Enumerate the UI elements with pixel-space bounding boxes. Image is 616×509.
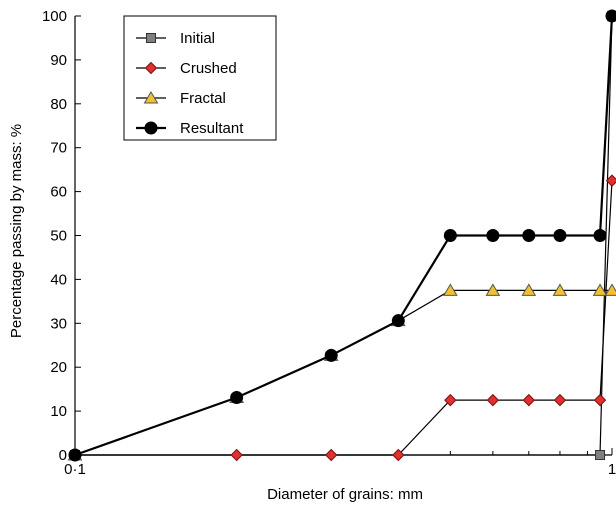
y-tick-label: 40 [50, 271, 67, 288]
data-point [522, 229, 536, 242]
data-point [442, 283, 458, 296]
series-crushed [68, 174, 616, 462]
data-point [230, 390, 244, 404]
y-tick-label: 50 [50, 228, 67, 245]
data-point [324, 348, 338, 362]
series-resultant [68, 9, 616, 462]
x-axis-label: Diameter of grains: mm [267, 486, 423, 503]
data-point [604, 283, 616, 296]
legend-marker [143, 91, 159, 104]
legend-label: Fractal [180, 90, 226, 107]
y-tick-label: 30 [50, 315, 67, 332]
y-axis-label: Percentage passing by mass: % [8, 124, 25, 338]
x-tick-label: 1 [608, 461, 616, 478]
y-tick-label: 80 [50, 96, 67, 113]
data-point [486, 393, 500, 407]
series-fractal [67, 283, 616, 461]
data-point [391, 314, 405, 328]
y-tick-label: 70 [50, 140, 67, 157]
legend: Initial Crushed Fractal Resultant [123, 15, 277, 141]
series-line [75, 180, 613, 456]
y-tick-label: 0 [59, 447, 67, 464]
data-point [552, 283, 568, 296]
y-tick-label: 100 [42, 8, 67, 25]
data-point [392, 448, 405, 462]
legend-label: Initial [180, 30, 215, 47]
data-point [593, 393, 607, 407]
y-tick-label: 10 [50, 403, 67, 420]
series-layer [67, 9, 616, 462]
x-tick-label: 0·1 [64, 461, 86, 478]
y-tick-label: 60 [50, 184, 67, 201]
data-point [605, 9, 616, 23]
data-point [592, 283, 608, 296]
y-tick-label: 20 [50, 359, 67, 376]
data-point [325, 448, 338, 462]
data-point [595, 450, 606, 460]
data-point [68, 448, 82, 462]
series-line [74, 289, 612, 456]
legend-label: Resultant [180, 120, 244, 137]
data-point [553, 229, 567, 242]
legend-marker [144, 61, 158, 75]
y-tick-label: 90 [50, 52, 67, 69]
legend-marker [146, 33, 156, 43]
data-point [230, 448, 243, 462]
legend-label: Crushed [180, 60, 237, 77]
data-point [444, 393, 457, 407]
data-point [521, 283, 537, 296]
data-point [593, 229, 607, 242]
legend-marker [144, 121, 158, 135]
data-point [486, 229, 500, 242]
data-point [553, 393, 567, 407]
series-line [74, 15, 614, 457]
axes: 0 10 20 30 40 50 60 70 80 90 100 0·1 1 [42, 8, 616, 478]
data-point [485, 283, 501, 296]
data-point [522, 393, 536, 407]
data-point [443, 229, 457, 242]
